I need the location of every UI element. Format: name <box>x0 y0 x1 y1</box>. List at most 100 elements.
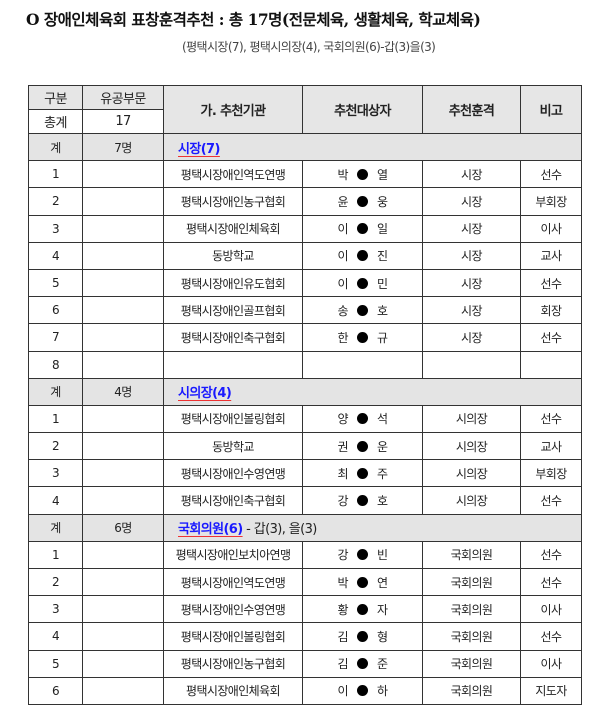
nominee-lastchar: 진 <box>377 249 388 264</box>
row-award <box>422 350 521 379</box>
row-note: 선수 <box>520 404 582 434</box>
row-category <box>82 268 164 298</box>
total-label: 총계 <box>28 109 83 134</box>
table-row: 2 동방학교 권 운 시의장 교사 <box>28 432 582 461</box>
row-award: 국회의원 <box>422 540 521 570</box>
nominee-surname: 박 <box>337 575 349 590</box>
section-count: 6명 <box>82 513 164 542</box>
row-note: 선수 <box>520 160 582 189</box>
redaction-dot-icon <box>357 549 368 561</box>
row-number: 1 <box>28 540 83 570</box>
row-nominee <box>302 350 423 379</box>
redaction-dot-icon <box>357 630 368 642</box>
row-award: 국회의원 <box>422 622 521 651</box>
nominee-surname: 이 <box>337 222 349 237</box>
row-note: 선수 <box>520 486 582 515</box>
row-award: 시의장 <box>422 404 521 434</box>
row-organization: 동방학교 <box>163 432 303 461</box>
table-row: 5 평택시장애인유도협회 이 민 시장 선수 <box>28 268 582 298</box>
row-award: 시의장 <box>422 432 521 461</box>
redaction-dot-icon <box>357 685 368 697</box>
total-value: 17 <box>82 109 164 134</box>
section-name: 시장(7) <box>178 141 220 157</box>
row-organization: 평택시장애인체육회 <box>163 676 303 705</box>
row-note: 이사 <box>520 595 582 624</box>
table-row: 2 평택시장애인농구협회 윤 웅 시장 부회장 <box>28 187 582 216</box>
row-organization: 평택시장애인축구협회 <box>163 486 303 515</box>
redaction-dot-icon <box>357 495 368 507</box>
row-note: 부회장 <box>520 187 582 216</box>
nominee-lastchar: 빈 <box>377 548 388 563</box>
row-organization: 평택시장애인볼링협회 <box>163 404 303 434</box>
row-organization: 동방학교 <box>163 241 303 270</box>
section-name: 국회의원(6) <box>178 522 243 538</box>
row-category <box>82 296 164 325</box>
row-category <box>82 540 164 570</box>
redaction-dot-icon <box>357 576 368 588</box>
nominee-surname: 강 <box>337 548 349 563</box>
row-organization: 평택시장애인볼링협회 <box>163 622 303 651</box>
row-number: 4 <box>28 241 83 270</box>
row-number: 3 <box>28 459 83 488</box>
row-organization: 평택시장애인역도연맹 <box>163 160 303 189</box>
row-category <box>82 459 164 488</box>
row-category <box>82 187 164 216</box>
header-gubun: 구분 <box>28 85 83 110</box>
row-award: 시의장 <box>422 459 521 488</box>
row-category <box>82 622 164 651</box>
nominee-lastchar: 규 <box>377 330 388 345</box>
nominee-surname: 최 <box>337 466 349 481</box>
table-row: 2 평택시장애인역도연맹 박 연 국회의원 선수 <box>28 567 582 597</box>
header-yugong: 유공부문 <box>82 85 164 110</box>
row-number: 2 <box>28 567 83 597</box>
nominee-surname: 김 <box>337 657 349 672</box>
row-category <box>82 676 164 705</box>
section-extra: - 갑(3), 을(3) <box>242 522 317 538</box>
nominee-lastchar: 주 <box>377 466 388 481</box>
nominee-lastchar: 일 <box>377 222 388 237</box>
row-number: 3 <box>28 595 83 624</box>
row-organization: 평택시장애인농구협회 <box>163 649 303 678</box>
row-award: 국회의원 <box>422 595 521 624</box>
row-category <box>82 649 164 678</box>
table-row: 7 평택시장애인축구협회 한 규 시장 선수 <box>28 323 582 352</box>
nominee-lastchar: 하 <box>377 684 388 699</box>
table-row: 1 평택시장애인보치아연맹 강 빈 국회의원 선수 <box>28 540 582 570</box>
row-number: 5 <box>28 649 83 678</box>
row-award: 시장 <box>422 214 521 243</box>
nominee-surname: 황 <box>337 602 349 617</box>
nominee-surname: 이 <box>337 249 349 264</box>
redaction-dot-icon <box>357 277 368 289</box>
row-number: 3 <box>28 214 83 243</box>
redaction-dot-icon <box>357 168 368 180</box>
row-category <box>82 567 164 597</box>
redaction-dot-icon <box>357 304 368 316</box>
row-category <box>82 595 164 624</box>
table-row: 3 평택시장애인수영연맹 황 자 국회의원 이사 <box>28 595 582 624</box>
nominee-surname: 이 <box>337 684 349 699</box>
table-row: 4 평택시장애인축구협회 강 호 시의장 선수 <box>28 486 582 515</box>
row-award: 시의장 <box>422 486 521 515</box>
section-label: 계 <box>28 377 83 406</box>
nominee-surname: 양 <box>337 412 349 427</box>
row-note: 선수 <box>520 567 582 597</box>
row-number: 2 <box>28 432 83 461</box>
section-label: 계 <box>28 513 83 542</box>
nominee-surname: 박 <box>337 167 349 182</box>
nominee-lastchar: 운 <box>377 439 388 454</box>
row-award: 시장 <box>422 160 521 189</box>
table-row: 6 평택시장애인체육회 이 하 국회의원 지도자 <box>28 676 582 705</box>
nominee-lastchar: 민 <box>377 276 388 291</box>
table-row: 1 평택시장애인역도연맹 박 열 시장 선수 <box>28 160 582 189</box>
row-award: 시장 <box>422 268 521 298</box>
nominee-lastchar: 석 <box>377 412 388 427</box>
